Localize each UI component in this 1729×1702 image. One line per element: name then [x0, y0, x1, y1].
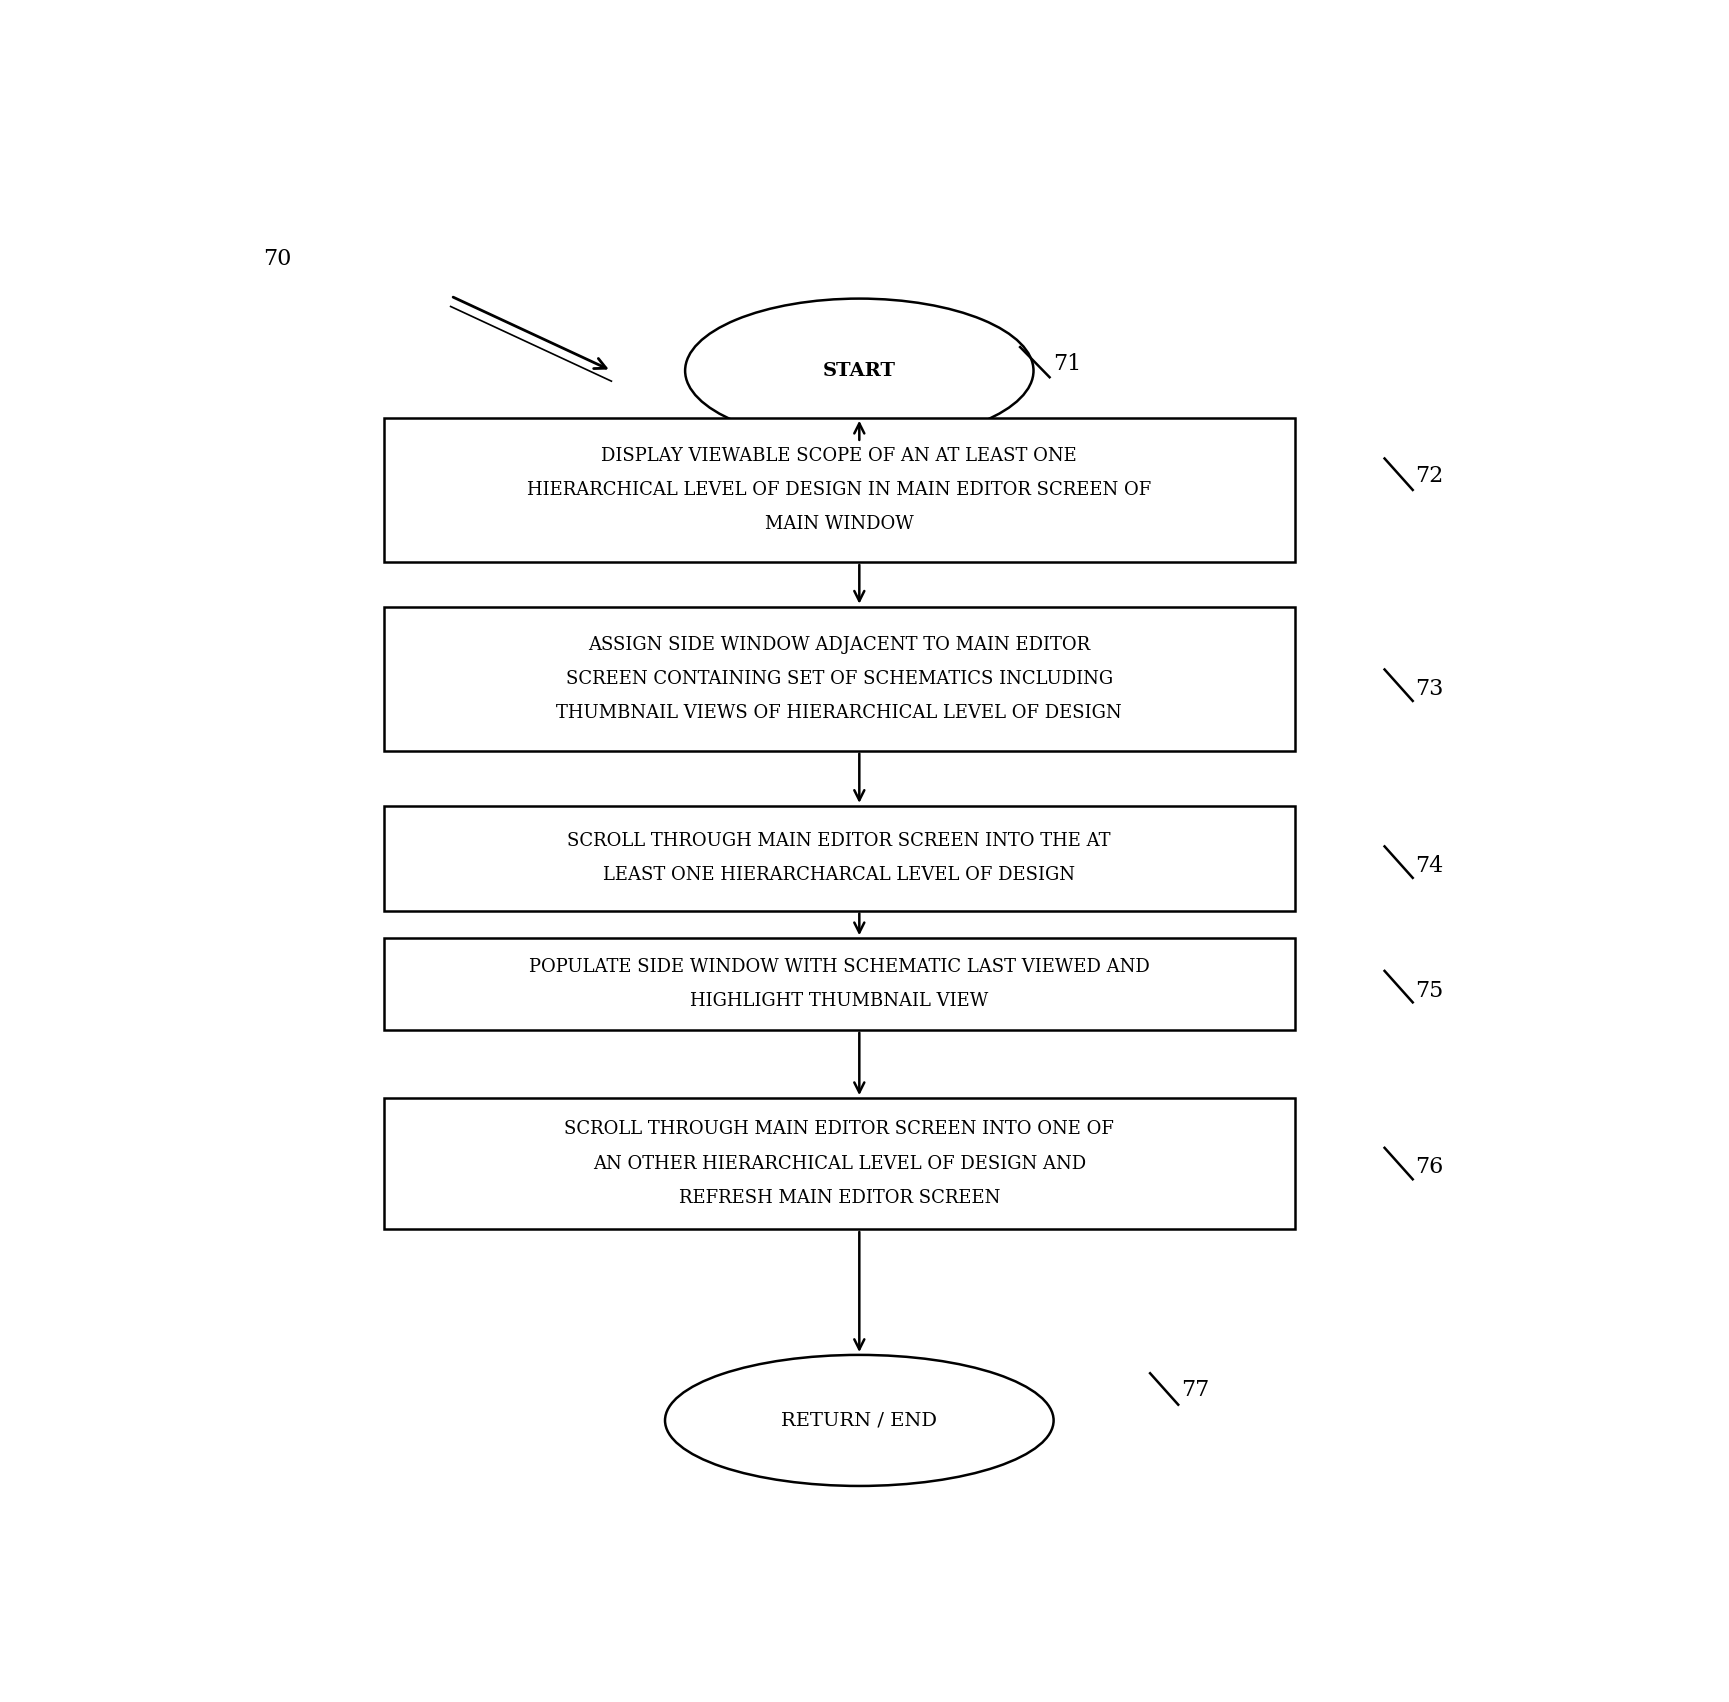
- Text: 72: 72: [1416, 465, 1444, 487]
- Text: 74: 74: [1416, 854, 1444, 877]
- Text: HIGHLIGHT THUMBNAIL VIEW: HIGHLIGHT THUMBNAIL VIEW: [690, 992, 989, 1009]
- Text: SCROLL THROUGH MAIN EDITOR SCREEN INTO THE AT: SCROLL THROUGH MAIN EDITOR SCREEN INTO T…: [567, 832, 1112, 851]
- Text: SCROLL THROUGH MAIN EDITOR SCREEN INTO ONE OF: SCROLL THROUGH MAIN EDITOR SCREEN INTO O…: [564, 1120, 1113, 1139]
- Bar: [384, 419, 1295, 562]
- Text: AN OTHER HIERARCHICAL LEVEL OF DESIGN AND: AN OTHER HIERARCHICAL LEVEL OF DESIGN AN…: [593, 1154, 1086, 1173]
- Bar: [384, 606, 1295, 751]
- Bar: [384, 805, 1295, 911]
- Text: 77: 77: [1181, 1379, 1209, 1401]
- Text: 70: 70: [263, 248, 292, 271]
- Text: ASSIGN SIDE WINDOW ADJACENT TO MAIN EDITOR: ASSIGN SIDE WINDOW ADJACENT TO MAIN EDIT…: [588, 635, 1091, 654]
- Text: 73: 73: [1416, 677, 1444, 700]
- Text: HIERARCHICAL LEVEL OF DESIGN IN MAIN EDITOR SCREEN OF: HIERARCHICAL LEVEL OF DESIGN IN MAIN EDI…: [527, 482, 1152, 499]
- Ellipse shape: [666, 1355, 1053, 1486]
- Ellipse shape: [685, 298, 1034, 443]
- Bar: [384, 938, 1295, 1030]
- Text: 76: 76: [1416, 1156, 1444, 1178]
- Bar: [384, 1098, 1295, 1229]
- Text: REFRESH MAIN EDITOR SCREEN: REFRESH MAIN EDITOR SCREEN: [678, 1188, 999, 1207]
- Text: MAIN WINDOW: MAIN WINDOW: [764, 516, 913, 533]
- Text: START: START: [823, 363, 896, 380]
- Text: THUMBNAIL VIEWS OF HIERARCHICAL LEVEL OF DESIGN: THUMBNAIL VIEWS OF HIERARCHICAL LEVEL OF…: [557, 703, 1122, 722]
- Text: 75: 75: [1416, 980, 1444, 1001]
- Text: LEAST ONE HIERARCHARCAL LEVEL OF DESIGN: LEAST ONE HIERARCHARCAL LEVEL OF DESIGN: [603, 866, 1075, 885]
- Text: 71: 71: [1053, 352, 1082, 374]
- Text: POPULATE SIDE WINDOW WITH SCHEMATIC LAST VIEWED AND: POPULATE SIDE WINDOW WITH SCHEMATIC LAST…: [529, 958, 1150, 975]
- Text: RETURN / END: RETURN / END: [782, 1411, 937, 1430]
- Text: DISPLAY VIEWABLE SCOPE OF AN AT LEAST ONE: DISPLAY VIEWABLE SCOPE OF AN AT LEAST ON…: [602, 448, 1077, 465]
- Text: SCREEN CONTAINING SET OF SCHEMATICS INCLUDING: SCREEN CONTAINING SET OF SCHEMATICS INCL…: [565, 669, 1113, 688]
